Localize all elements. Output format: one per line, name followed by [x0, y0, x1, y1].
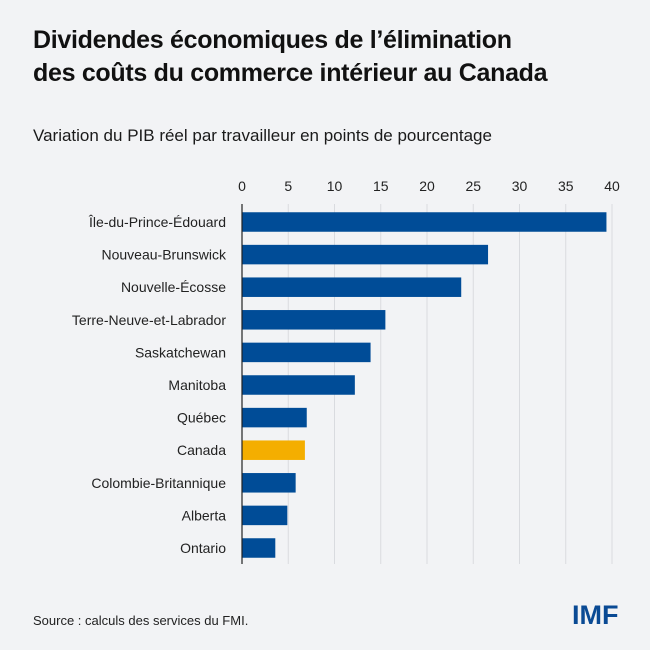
x-tick-label: 40 [604, 178, 620, 194]
category-label: Saskatchewan [135, 344, 226, 360]
x-tick-label: 20 [419, 178, 435, 194]
category-label: Terre-Neuve-et-Labrador [72, 312, 226, 328]
bar [242, 473, 296, 493]
bars [242, 212, 607, 558]
bar [242, 277, 462, 297]
category-label: Québec [177, 410, 226, 426]
source-note: Source : calculs des services du FMI. [33, 613, 249, 628]
x-tick-label: 25 [465, 178, 481, 194]
imf-logo: IMF [572, 600, 619, 630]
bar [242, 244, 489, 265]
x-tick-label: 15 [373, 178, 389, 194]
category-label: Ontario [180, 540, 226, 556]
category-label: Canada [177, 442, 226, 458]
category-label: Manitoba [168, 377, 226, 393]
category-label: Nouveau-Brunswick [102, 247, 227, 263]
bar [242, 310, 386, 330]
chart-title-line1: Dividendes économiques de l’élimination [33, 26, 512, 54]
category-label: Colombie-Britannique [91, 475, 226, 491]
chart-title-line2: des coûts du commerce intérieur au Canad… [33, 59, 548, 87]
bar [242, 440, 305, 460]
bar [242, 342, 371, 363]
chart-subtitle: Variation du PIB réel par travailleur en… [33, 126, 492, 145]
category-label: Nouvelle-Écosse [121, 279, 226, 295]
category-label: Île-du-Prince-Édouard [88, 214, 226, 230]
category-label: Alberta [182, 507, 227, 523]
bar [242, 375, 355, 395]
x-tick-label: 5 [284, 178, 292, 194]
x-tick-label: 10 [327, 178, 343, 194]
bar [242, 212, 607, 232]
bar [242, 538, 276, 558]
bar [242, 407, 307, 428]
x-axis-ticks: 0 5 10 15 20 25 30 35 40 [238, 178, 620, 194]
x-tick-label: 0 [238, 178, 246, 194]
bar [242, 505, 288, 526]
x-tick-label: 30 [512, 178, 528, 194]
category-labels: Île-du-Prince-Édouard Nouveau-Brunswick No… [72, 214, 227, 556]
x-tick-label: 35 [558, 178, 574, 194]
chart-title: Dividendes économiques de l’élimination … [33, 24, 548, 90]
